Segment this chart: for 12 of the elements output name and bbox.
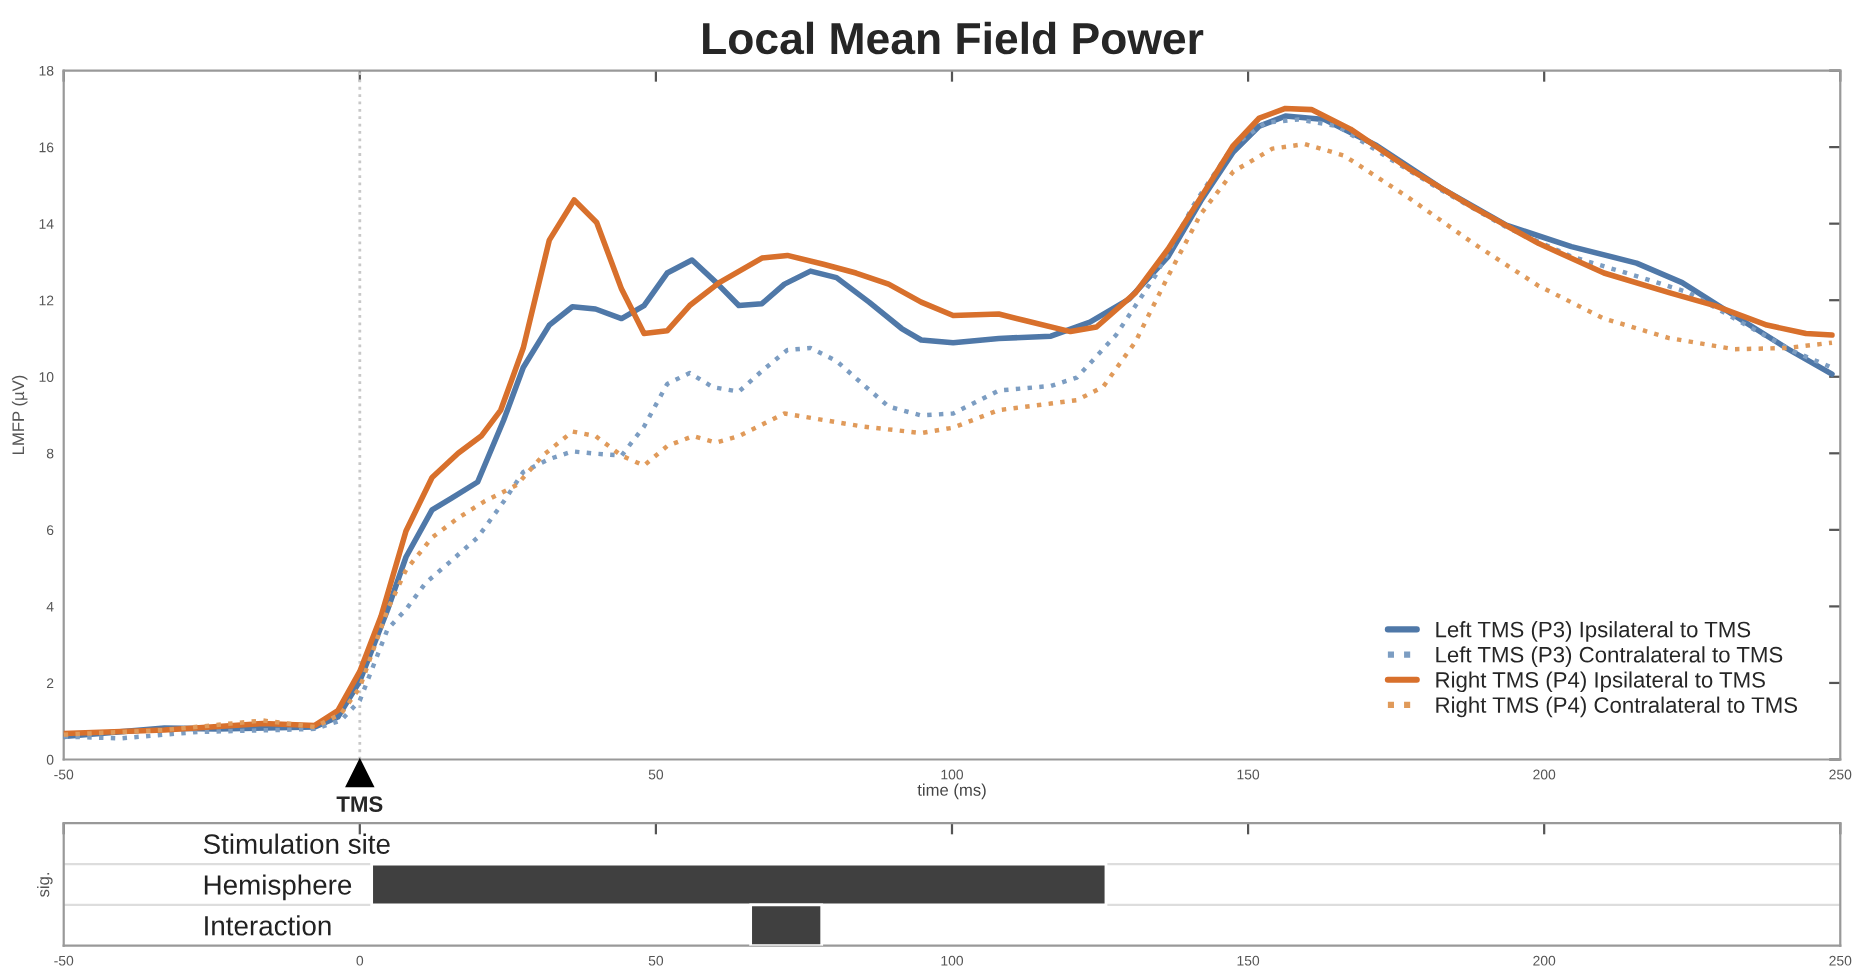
- y-tick-label: Hemisphere: [204, 874, 352, 901]
- legend-label: Left TMS (P3) Contralateral to TMS: [1436, 646, 1783, 667]
- y-tick-label: Interaction: [205, 915, 331, 936]
- legend-label: Right TMS (P4) Contralateral to TMS: [1436, 696, 1798, 718]
- y-axis-title: sig.: [37, 873, 53, 897]
- y-tick-label: Stimulation site: [203, 833, 390, 854]
- legend-label: Right TMS (P4) Ipsilateral to TMS: [1436, 671, 1765, 693]
- legend-label: Left TMS (P3) Ipsilateral to TMS: [1436, 621, 1751, 642]
- chart-title: Local Mean Field Power: [703, 21, 1204, 55]
- ref-line-label: TMS: [336, 796, 383, 812]
- x-axis-title: time (ms): [917, 783, 986, 800]
- y-axis-title: LMFP (µV): [11, 375, 28, 454]
